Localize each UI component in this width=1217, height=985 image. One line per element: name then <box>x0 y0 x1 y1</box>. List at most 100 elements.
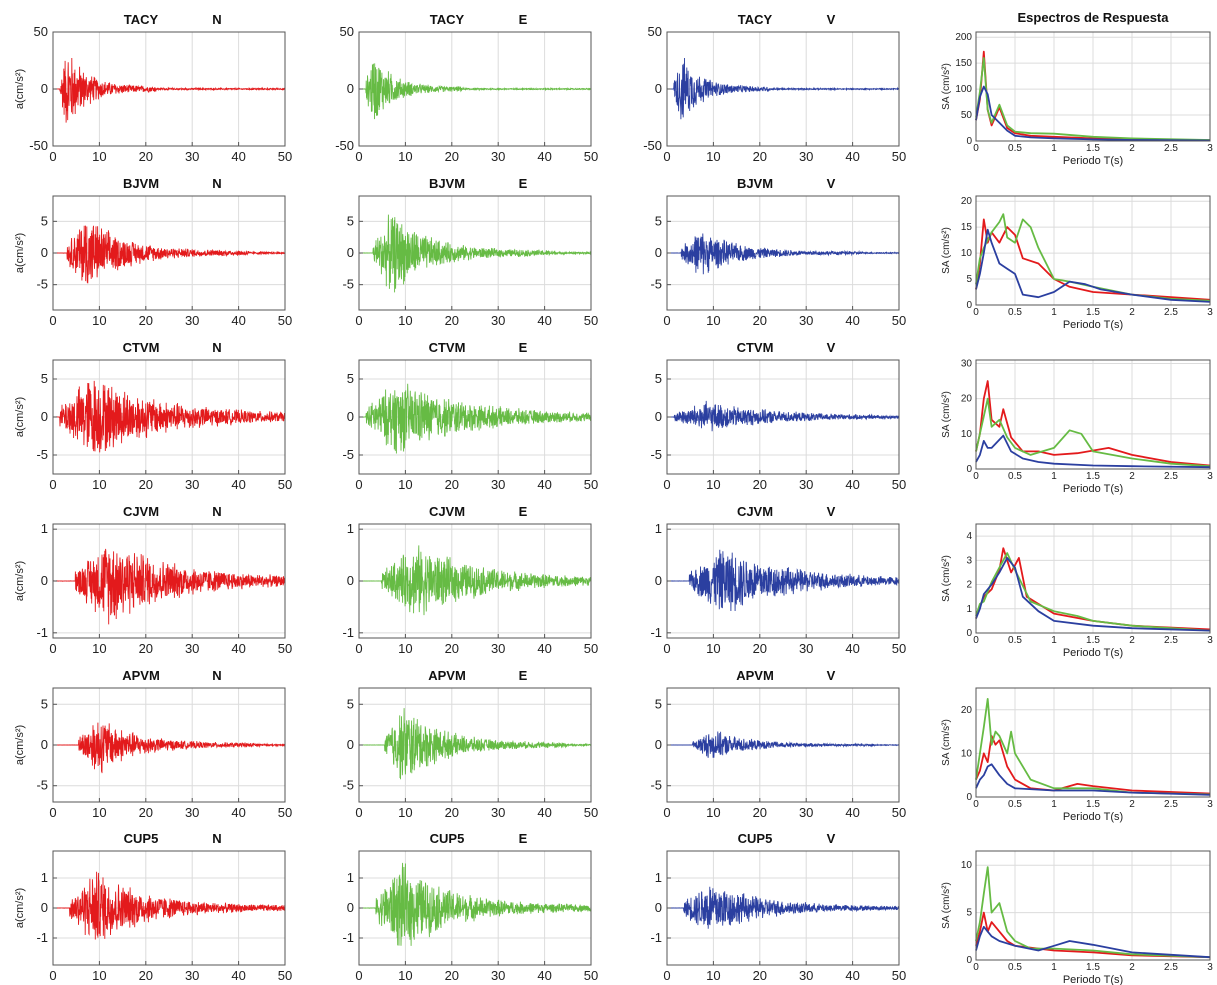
y-tick-label: 100 <box>955 84 972 95</box>
x-tick-label: 20 <box>139 968 153 983</box>
y-tick-label: 0 <box>966 300 972 311</box>
y-axis-label: SA (cm/s²) <box>941 227 952 274</box>
y-tick-label: 5 <box>41 371 48 386</box>
x-tick-label: 2.5 <box>1164 799 1178 810</box>
y-tick-label: -5 <box>650 778 662 793</box>
x-tick-label: 40 <box>537 477 551 492</box>
x-tick-label: 30 <box>491 968 505 983</box>
y-axis-label: SA (cm/s²) <box>941 719 952 766</box>
x-tick-label: 0.5 <box>1008 471 1022 482</box>
axes-frame <box>975 31 1211 142</box>
waveform-e-line <box>358 214 592 293</box>
x-tick-label: 40 <box>537 805 551 820</box>
x-tick-label: 10 <box>92 313 106 328</box>
subplot-station-title: BJVM <box>123 176 159 191</box>
x-tick-label: 40 <box>231 641 245 656</box>
y-tick-label: 1 <box>41 870 48 885</box>
x-tick-label: 0 <box>49 313 56 328</box>
y-axis-label: SA (cm/s²) <box>941 555 952 602</box>
x-tick-label: 2.5 <box>1164 635 1178 646</box>
subplot-component-title: V <box>827 176 836 191</box>
waveform-n-line <box>52 380 286 453</box>
subplot-station-title: CTVM <box>429 340 466 355</box>
y-axis-label: SA (cm/s²) <box>941 63 952 110</box>
subplot-station-title: CJVM <box>123 504 159 519</box>
x-tick-label: 3 <box>1207 635 1213 646</box>
x-tick-label: 0.5 <box>1008 962 1022 973</box>
y-tick-label: 50 <box>961 110 973 121</box>
x-tick-label: 20 <box>445 313 459 328</box>
subplot-component-title: E <box>519 668 528 683</box>
x-tick-label: 40 <box>537 968 551 983</box>
x-tick-label: 40 <box>845 313 859 328</box>
x-tick-label: 30 <box>185 805 199 820</box>
x-tick-label: 3 <box>1207 471 1213 482</box>
x-tick-label: 0 <box>973 307 979 318</box>
x-tick-label: 20 <box>753 149 767 164</box>
y-tick-label: 50 <box>34 24 48 39</box>
axes-frame <box>975 850 1211 961</box>
x-tick-label: 40 <box>231 149 245 164</box>
subplot-component-title: V <box>827 12 836 27</box>
axes-frame <box>975 195 1211 306</box>
x-tick-label: 30 <box>185 149 199 164</box>
x-tick-label: 30 <box>799 477 813 492</box>
y-tick-label: 20 <box>961 196 973 207</box>
y-tick-label: 0 <box>41 409 48 424</box>
x-tick-label: 0 <box>49 968 56 983</box>
x-tick-label: 0 <box>355 149 362 164</box>
x-tick-label: 0.5 <box>1008 635 1022 646</box>
y-tick-label: -1 <box>342 625 354 640</box>
x-tick-label: 1 <box>1051 635 1057 646</box>
waveform-e-line <box>358 862 592 946</box>
x-tick-label: 20 <box>445 477 459 492</box>
y-tick-label: 0 <box>966 792 972 803</box>
waveform-v-line <box>667 731 900 758</box>
x-tick-label: 50 <box>892 641 906 656</box>
x-tick-label: 1.5 <box>1086 471 1100 482</box>
x-tick-label: 3 <box>1207 143 1213 154</box>
spectrum-apvm: 0 0.5 1 1.5 2 2.5 3 0 10 20 Periodo T(s) SA (cm/s²) <box>941 687 1213 823</box>
spectrum-n-line <box>975 218 1211 301</box>
waveform-n-line <box>53 225 286 284</box>
spectrum-n-line <box>975 735 1211 795</box>
x-tick-label: 0 <box>973 635 979 646</box>
x-axis-label: Periodo T(s) <box>1063 155 1123 167</box>
y-tick-label: -1 <box>650 625 662 640</box>
x-tick-label: 0 <box>973 799 979 810</box>
x-tick-label: 20 <box>139 805 153 820</box>
y-tick-label: 50 <box>648 24 662 39</box>
x-tick-label: 40 <box>845 149 859 164</box>
x-tick-label: 30 <box>185 313 199 328</box>
y-tick-label: -1 <box>36 625 48 640</box>
x-tick-label: 30 <box>491 805 505 820</box>
waveform-n-line <box>52 722 286 774</box>
x-tick-label: 50 <box>278 805 292 820</box>
spectrum-v-line <box>975 925 1211 959</box>
x-tick-label: 20 <box>445 805 459 820</box>
x-tick-label: 2 <box>1129 143 1135 154</box>
x-tick-label: 20 <box>139 641 153 656</box>
subplot-component-title: E <box>519 831 528 846</box>
x-tick-label: 40 <box>845 805 859 820</box>
x-tick-label: 50 <box>278 968 292 983</box>
x-tick-label: 0.5 <box>1008 143 1022 154</box>
x-tick-label: 10 <box>398 477 412 492</box>
x-tick-label: 20 <box>753 641 767 656</box>
x-tick-label: 1 <box>1051 962 1057 973</box>
x-tick-label: 10 <box>398 641 412 656</box>
subplot-station-title: APVM <box>736 668 774 683</box>
y-tick-label: 1 <box>347 521 354 536</box>
x-tick-label: 0 <box>49 477 56 492</box>
y-tick-label: 0 <box>347 245 354 260</box>
axes-frame <box>975 359 1211 470</box>
subplot-cup5-n: 0 10 20 30 40 50 -1 0 1 CUP5 Na(cm/s²) <box>14 831 292 983</box>
y-tick-label: 4 <box>966 531 972 542</box>
x-tick-label: 2.5 <box>1164 962 1178 973</box>
